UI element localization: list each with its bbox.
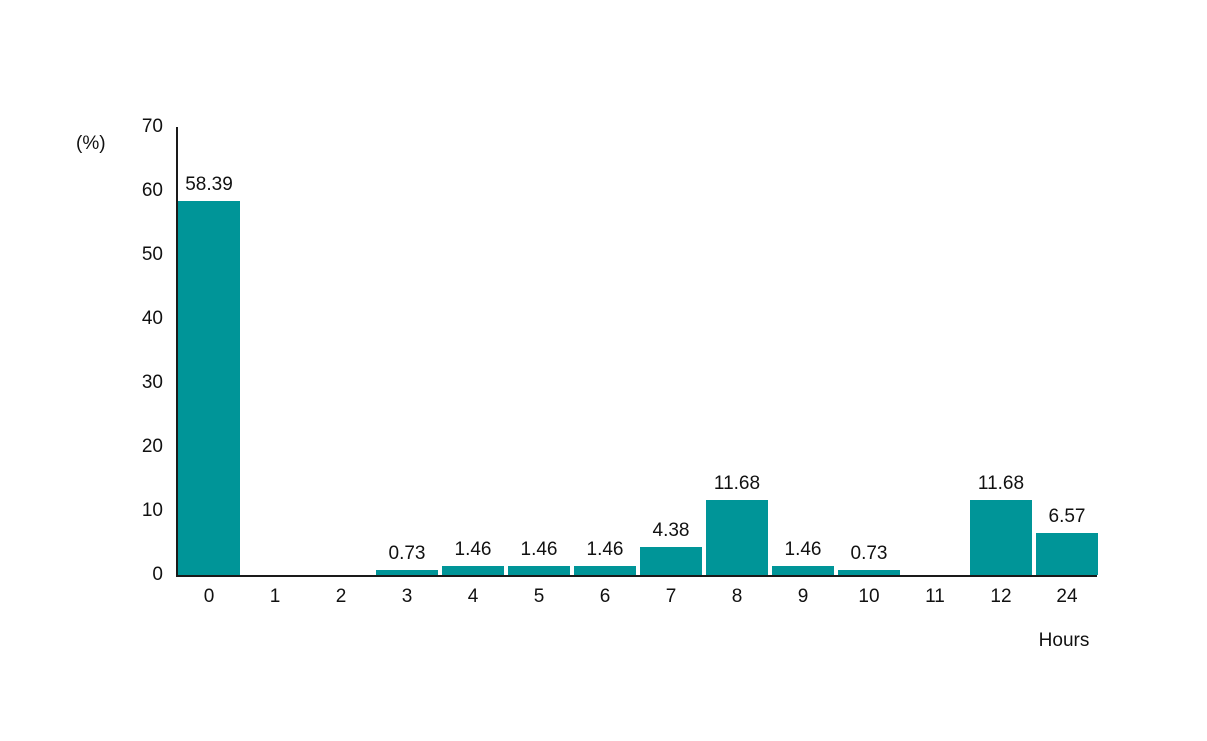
x-axis-title: Hours <box>1038 630 1090 651</box>
y-tick-label: 70 <box>141 116 163 137</box>
x-tick-label: 24 <box>1056 586 1078 607</box>
y-tick-label: 60 <box>141 180 163 201</box>
bar-value-label: 6.57 <box>1048 505 1086 527</box>
bar <box>772 565 834 575</box>
bar-value-label: 11.68 <box>713 473 761 495</box>
bar <box>376 570 438 575</box>
x-tick-label: 2 <box>335 586 347 607</box>
bar-value-label: 1.46 <box>454 538 492 560</box>
bar <box>838 570 900 575</box>
bar-value-label: 1.46 <box>586 538 624 560</box>
x-tick-label: 7 <box>665 586 677 607</box>
x-tick-label: 8 <box>731 586 743 607</box>
bar <box>508 565 570 575</box>
bar-value-label: 4.38 <box>652 519 690 541</box>
x-tick-label: 11 <box>925 586 945 607</box>
y-tick-label: 10 <box>141 500 163 521</box>
y-axis-title: (%) <box>76 133 106 154</box>
bar-value-label: 0.73 <box>850 543 888 565</box>
x-tick-label: 9 <box>797 586 809 607</box>
y-axis-line <box>176 127 178 577</box>
x-tick-label: 0 <box>203 586 215 607</box>
x-tick-label: 10 <box>858 586 880 607</box>
bar-value-label: 1.46 <box>784 538 822 560</box>
y-tick-label: 0 <box>152 564 163 585</box>
bar <box>706 500 768 575</box>
bar <box>442 565 504 575</box>
bar <box>970 500 1032 575</box>
y-tick-label: 20 <box>141 436 163 457</box>
x-tick-label: 4 <box>467 586 479 607</box>
x-tick-label: 5 <box>533 586 545 607</box>
x-axis-line <box>176 575 1097 577</box>
y-tick-label: 50 <box>141 244 163 265</box>
bar <box>574 565 636 575</box>
y-tick-label: 40 <box>141 308 163 329</box>
x-tick-label: 1 <box>269 586 281 607</box>
x-tick-label: 3 <box>401 586 413 607</box>
bar <box>1036 532 1098 575</box>
y-tick-label: 30 <box>141 372 163 393</box>
bar-value-label: 58.39 <box>185 174 233 196</box>
x-tick-label: 6 <box>599 586 611 607</box>
bar-value-label: 1.46 <box>520 538 558 560</box>
bar-value-label: 0.73 <box>388 543 426 565</box>
x-tick-label: 12 <box>990 586 1012 607</box>
bar <box>640 546 702 575</box>
bar <box>178 201 240 575</box>
bar-value-label: 11.68 <box>977 473 1025 495</box>
